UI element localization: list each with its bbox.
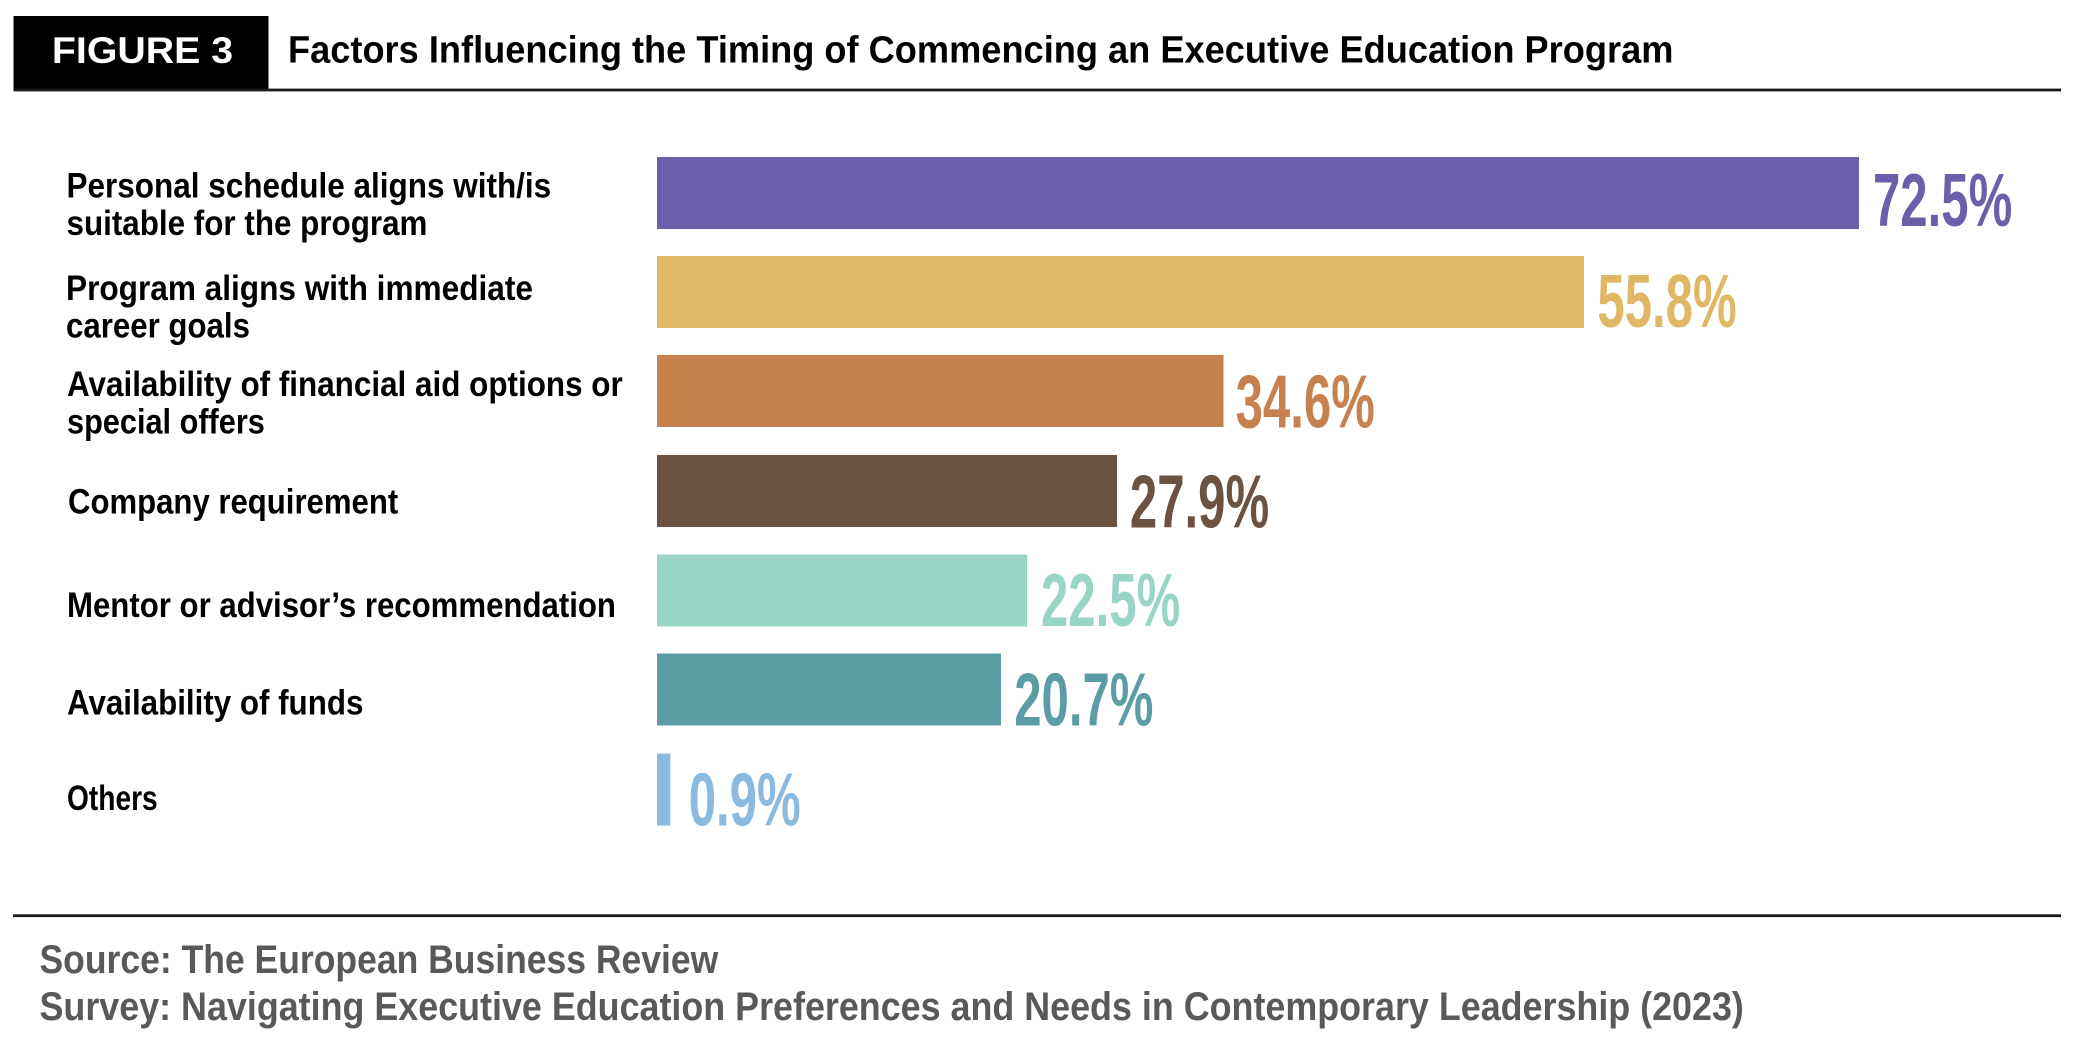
- svg-text:suitable for the program: suitable for the program: [67, 204, 428, 243]
- svg-text:Program aligns with immediate: Program aligns with immediate: [66, 270, 533, 309]
- svg-text:Personal schedule aligns with/: Personal schedule aligns with/is: [67, 167, 552, 206]
- svg-text:FIGURE 3: FIGURE 3: [52, 30, 233, 72]
- svg-text:34.6%: 34.6%: [1236, 361, 1375, 444]
- svg-text:Availability of financial aid: Availability of financial aid options or: [67, 366, 623, 405]
- svg-text:20.7%: 20.7%: [1014, 659, 1153, 742]
- svg-text:special offers: special offers: [67, 402, 265, 441]
- svg-text:0.9%: 0.9%: [689, 759, 801, 842]
- svg-text:Mentor or advisor’s recommenda: Mentor or advisor’s recommendation: [67, 586, 616, 625]
- svg-text:22.5%: 22.5%: [1041, 560, 1180, 643]
- svg-text:Company requirement: Company requirement: [68, 483, 398, 522]
- svg-text:55.8%: 55.8%: [1597, 261, 1736, 344]
- svg-text:Factors Influencing the Timing: Factors Influencing the Timing of Commen…: [288, 28, 1673, 71]
- svg-text:72.5%: 72.5%: [1873, 160, 2012, 243]
- svg-text:Survey: Navigating Executive E: Survey: Navigating Executive Education P…: [40, 985, 1744, 1029]
- svg-text:Source: The European Business: Source: The European Business Review: [40, 938, 719, 982]
- svg-text:27.9%: 27.9%: [1130, 461, 1269, 544]
- svg-text:Others: Others: [67, 778, 158, 818]
- svg-text:career goals: career goals: [66, 307, 250, 346]
- svg-text:Availability of funds: Availability of funds: [67, 684, 363, 723]
